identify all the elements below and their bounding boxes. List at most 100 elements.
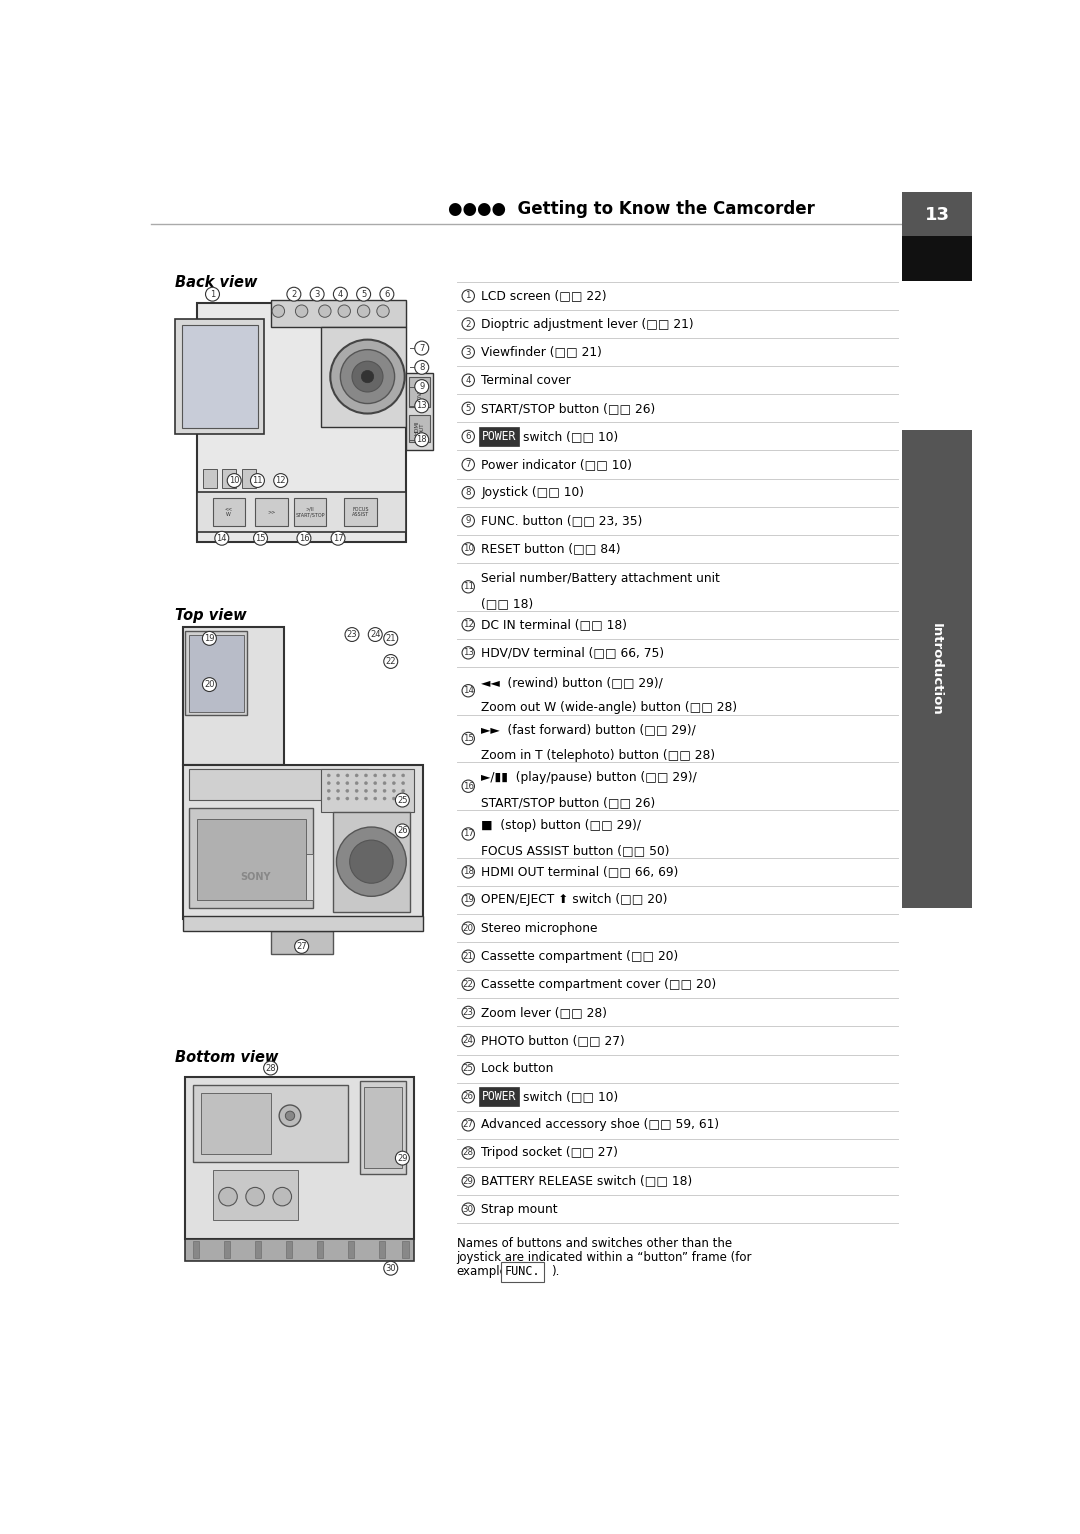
Circle shape xyxy=(383,1261,397,1275)
Circle shape xyxy=(352,360,383,393)
Bar xyxy=(242,469,256,488)
Circle shape xyxy=(462,781,474,793)
Circle shape xyxy=(462,828,474,841)
Circle shape xyxy=(462,347,474,359)
Bar xyxy=(186,630,247,715)
Bar xyxy=(409,416,430,442)
Text: HDMI OUT terminal (□□ 66, 69): HDMI OUT terminal (□□ 66, 69) xyxy=(482,865,679,879)
Text: 30: 30 xyxy=(386,1264,396,1273)
Text: 10: 10 xyxy=(462,545,474,554)
Text: >>: >> xyxy=(267,509,275,514)
Text: 18: 18 xyxy=(462,867,474,876)
Circle shape xyxy=(357,305,369,318)
Circle shape xyxy=(246,1187,265,1206)
Text: Names of buttons and switches other than the: Names of buttons and switches other than… xyxy=(457,1236,732,1250)
Text: Cassette compartment (□□ 20): Cassette compartment (□□ 20) xyxy=(482,950,678,963)
Circle shape xyxy=(462,459,474,471)
Text: 11: 11 xyxy=(253,476,262,485)
Circle shape xyxy=(202,632,216,646)
Bar xyxy=(183,627,284,765)
Bar xyxy=(403,1241,408,1258)
Text: 13: 13 xyxy=(924,206,949,224)
Text: HDV/DV: HDV/DV xyxy=(417,380,422,403)
Circle shape xyxy=(402,798,405,801)
Circle shape xyxy=(462,894,474,907)
Circle shape xyxy=(327,773,330,778)
Text: SONY: SONY xyxy=(240,873,270,882)
Text: Stereo microphone: Stereo microphone xyxy=(482,922,598,934)
Circle shape xyxy=(462,1203,474,1215)
Bar xyxy=(225,1241,230,1258)
Circle shape xyxy=(415,379,429,394)
Circle shape xyxy=(295,939,309,953)
Text: Cassette compartment cover (□□ 20): Cassette compartment cover (□□ 20) xyxy=(482,977,717,991)
Circle shape xyxy=(415,360,429,374)
Text: 30: 30 xyxy=(462,1204,474,1213)
Text: FOCUS ASSIST button (□□ 50): FOCUS ASSIST button (□□ 50) xyxy=(482,844,670,858)
Text: 13: 13 xyxy=(462,649,474,657)
Text: 22: 22 xyxy=(462,980,474,989)
Text: 27: 27 xyxy=(296,942,307,951)
Text: HDMI
OUT: HDMI OUT xyxy=(414,420,424,436)
Bar xyxy=(189,769,367,801)
Text: Lock button: Lock button xyxy=(482,1062,554,1075)
Circle shape xyxy=(462,979,474,991)
Bar xyxy=(321,769,414,811)
Circle shape xyxy=(462,950,474,962)
Circle shape xyxy=(462,486,474,499)
Text: 3: 3 xyxy=(314,290,320,299)
Text: FOCUS
ASSIST: FOCUS ASSIST xyxy=(352,506,369,517)
Text: Terminal cover: Terminal cover xyxy=(482,374,571,387)
Bar xyxy=(321,327,406,426)
Circle shape xyxy=(346,790,349,793)
Circle shape xyxy=(202,678,216,692)
Text: 25: 25 xyxy=(462,1065,474,1074)
Bar xyxy=(189,808,313,908)
Bar xyxy=(409,376,430,408)
Text: FUNC. button (□□ 23, 35): FUNC. button (□□ 23, 35) xyxy=(482,514,643,528)
Bar xyxy=(203,469,217,488)
Text: 7: 7 xyxy=(465,460,471,469)
Text: 29: 29 xyxy=(463,1177,474,1186)
Text: 19: 19 xyxy=(204,634,215,643)
Circle shape xyxy=(272,305,284,318)
Circle shape xyxy=(337,773,339,778)
Circle shape xyxy=(297,531,311,545)
Circle shape xyxy=(383,655,397,669)
Text: 7: 7 xyxy=(419,344,424,353)
Circle shape xyxy=(205,287,219,301)
Circle shape xyxy=(462,647,474,660)
Circle shape xyxy=(346,782,349,785)
Bar xyxy=(197,854,313,900)
Circle shape xyxy=(462,1118,474,1131)
Text: RESET button (□□ 84): RESET button (□□ 84) xyxy=(482,543,621,555)
Bar xyxy=(189,635,243,712)
Circle shape xyxy=(462,684,474,696)
Circle shape xyxy=(395,793,409,807)
Text: 1: 1 xyxy=(465,291,471,301)
Text: POWER: POWER xyxy=(482,430,516,443)
Bar xyxy=(183,916,423,931)
Text: ►►  (fast forward) button (□□ 29)/: ►► (fast forward) button (□□ 29)/ xyxy=(482,724,697,736)
Circle shape xyxy=(462,318,474,330)
Circle shape xyxy=(462,1006,474,1019)
Circle shape xyxy=(415,433,429,446)
Circle shape xyxy=(251,474,265,488)
Text: ■  (stop) button (□□ 29)/: ■ (stop) button (□□ 29)/ xyxy=(482,819,642,831)
Bar xyxy=(213,1170,298,1220)
Circle shape xyxy=(368,627,382,641)
Circle shape xyxy=(332,531,345,545)
Circle shape xyxy=(215,531,229,545)
Text: (□□ 18): (□□ 18) xyxy=(482,597,534,611)
Bar xyxy=(201,1092,271,1154)
Bar xyxy=(186,1077,414,1239)
Circle shape xyxy=(355,798,359,801)
Bar xyxy=(286,1241,293,1258)
Circle shape xyxy=(345,627,359,641)
Circle shape xyxy=(462,1063,474,1075)
Text: 5: 5 xyxy=(361,290,366,299)
Text: 10: 10 xyxy=(229,476,240,485)
Text: Zoom lever (□□ 28): Zoom lever (□□ 28) xyxy=(482,1006,607,1019)
Circle shape xyxy=(350,841,393,884)
Text: 6: 6 xyxy=(465,433,471,440)
